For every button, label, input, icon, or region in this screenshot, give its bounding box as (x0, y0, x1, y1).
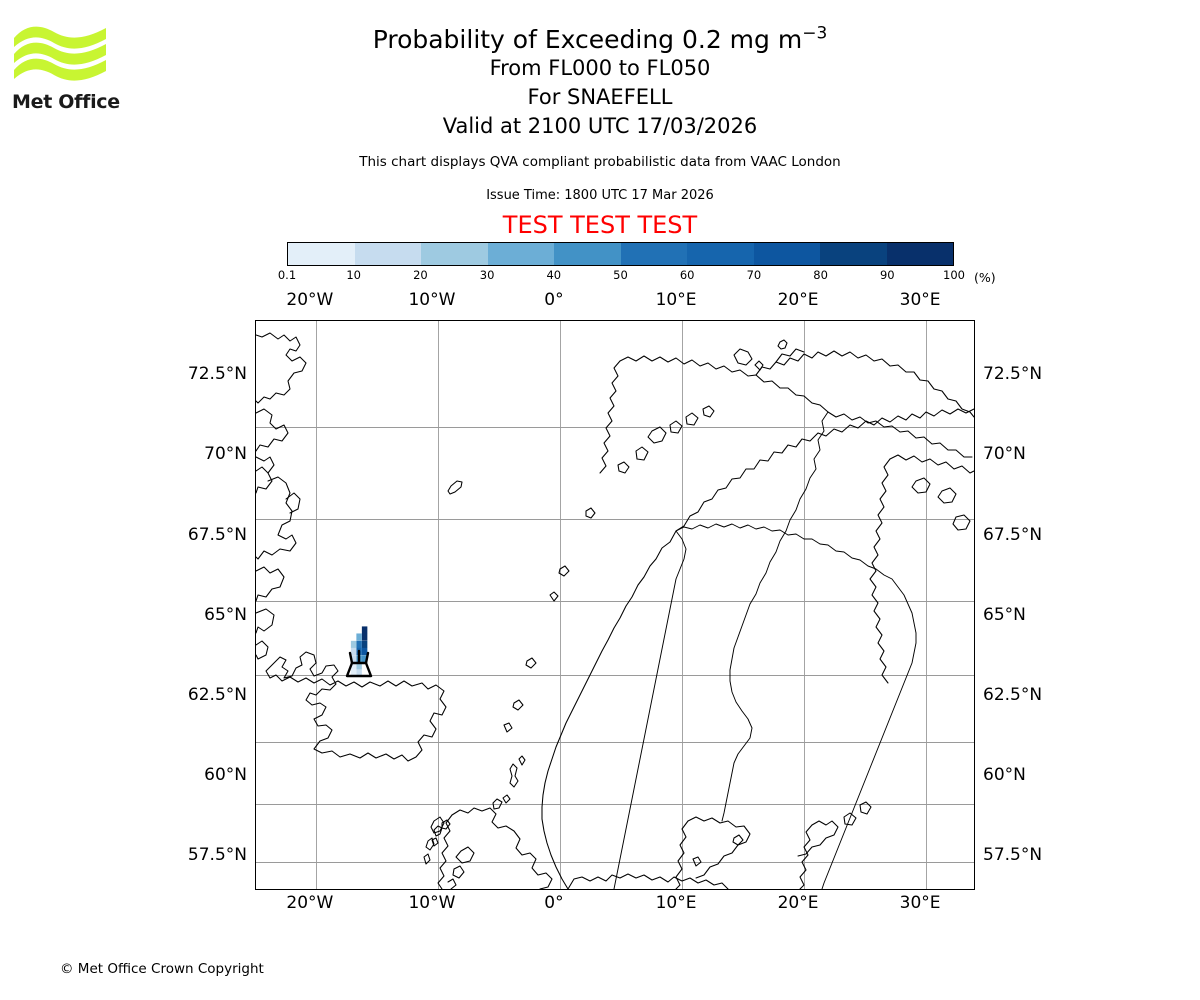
lat-tick-57.5°N: 57.5°N (983, 844, 1043, 865)
lat-tick-60°N: 60°N (204, 764, 247, 785)
lon-tick-10°W: 10°W (408, 893, 456, 913)
lat-tick-67.5°N: 67.5°N (983, 524, 1043, 545)
lon-tick-20°W: 20°W (286, 290, 334, 310)
map-gridlines (256, 321, 974, 889)
colorbar-tick-10: 10 (346, 268, 362, 282)
chart-note: This chart displays QVA compliant probab… (359, 154, 841, 170)
page-title-exponent: −3 (802, 23, 828, 44)
title-valid-time: Valid at 2100 UTC 17/03/2026 (442, 114, 758, 138)
colorbar-tick-labels: 0.1 10 20 30 40 50 60 70 80 90 100 (278, 268, 965, 284)
met-office-logo-text: Met Office (12, 91, 120, 113)
map-svg (256, 321, 974, 889)
probability-cell (356, 669, 362, 677)
coastline-orkney (492, 794, 511, 810)
colorbar-band-3 (421, 243, 488, 265)
colorbar-tick-40: 40 (546, 268, 562, 282)
lon-tick-20°W: 20°W (286, 893, 334, 913)
probability-cell (350, 647, 357, 656)
colorbar-tick-30: 30 (479, 268, 495, 282)
issue-time: Issue Time: 1800 UTC 17 Mar 2026 (486, 188, 714, 203)
colorbar-band-8 (753, 243, 820, 265)
colorbar-tick-20: 20 (413, 268, 428, 282)
colorbar-band-6 (620, 243, 687, 265)
title-flight-levels: From FL000 to FL050 (489, 56, 711, 80)
coastline-outer-hebrides (423, 816, 445, 865)
lon-tick-30°E: 30°E (899, 290, 941, 310)
colorbar-band-4 (487, 243, 554, 265)
colorbar-band-5 (554, 243, 621, 265)
probability-cell (356, 662, 362, 670)
copyright-text: © Met Office Crown Copyright (60, 961, 264, 977)
probability-cell (350, 640, 357, 649)
coastline-arctic-islet (777, 339, 788, 350)
lat-tick-70°N: 70°N (983, 444, 1026, 465)
probability-colorbar: 0.1 10 20 30 40 50 60 70 80 90 100 (278, 242, 965, 284)
lon-tick-20°E: 20°E (777, 893, 819, 913)
colorbar-band-2 (354, 243, 421, 265)
colorbar-units-label: (%) (974, 270, 996, 285)
probability-cell (361, 633, 368, 641)
title-volcano-name: For SNAEFELL (527, 85, 673, 109)
probability-cell (361, 626, 368, 634)
colorbar-tick-70: 70 (746, 268, 762, 282)
probability-cell (361, 647, 368, 656)
probability-cell (350, 669, 357, 677)
colorbar-band-1 (288, 243, 355, 265)
probability-cell (361, 655, 368, 663)
lon-tick-0°: 0° (544, 290, 564, 310)
volcano-icon (345, 649, 373, 678)
lon-tick-20°E: 20°E (777, 290, 819, 310)
met-office-logo: Met Office (12, 22, 132, 117)
lat-tick-65°N: 65°N (983, 604, 1026, 625)
page-title: Probability of Exceeding 0.2 mg m−3 (0, 23, 1200, 54)
map-plot-area (255, 320, 975, 890)
colorbar-tick-80: 80 (813, 268, 828, 282)
colorbar-band-9 (820, 243, 887, 265)
probability-cell (356, 640, 362, 649)
lon-tick-30°E: 30°E (899, 893, 941, 913)
lon-tick-10°W: 10°W (408, 290, 456, 310)
lat-tick-67.5°N: 67.5°N (187, 524, 247, 545)
probability-cell (356, 633, 362, 641)
lat-tick-60°N: 60°N (983, 764, 1026, 785)
lon-tick-0°: 0° (544, 893, 564, 913)
colorbar-tick-100: 100 (943, 268, 965, 282)
probability-cell (350, 662, 357, 670)
coastline-scandinavia (503, 348, 974, 889)
page-title-text: Probability of Exceeding 0.2 mg m (372, 25, 803, 54)
lat-tick-62.5°N: 62.5°N (187, 684, 247, 705)
lat-tick-72.5°N: 72.5°N (983, 364, 1043, 385)
coastline-jan-mayen (447, 480, 463, 495)
title-block: Probability of Exceeding 0.2 mg m−3 From… (0, 0, 1200, 239)
colorbar-tick-50: 50 (613, 268, 628, 282)
test-banner: TEST TEST TEST (502, 211, 698, 239)
lat-tick-65°N: 65°N (204, 604, 247, 625)
lon-tick-10°E: 10°E (655, 290, 697, 310)
lon-tick-10°E: 10°E (655, 893, 697, 913)
colorbar-band-10 (886, 243, 953, 265)
map-borders (613, 411, 917, 889)
probability-cell (361, 640, 368, 649)
lat-tick-57.5°N: 57.5°N (187, 844, 247, 865)
met-office-wave-mark (14, 26, 106, 81)
lat-tick-70°N: 70°N (204, 444, 247, 465)
colorbar-bands (287, 242, 954, 266)
colorbar-band-7 (687, 243, 754, 265)
coastline-shetland (509, 755, 526, 788)
probability-cell (350, 655, 357, 663)
lat-tick-62.5°N: 62.5°N (983, 684, 1043, 705)
coastline-greenland (256, 332, 307, 660)
colorbar-tick-60: 60 (679, 268, 695, 282)
coastline-iceland (265, 651, 447, 762)
lat-tick-72.5°N: 72.5°N (187, 364, 247, 385)
colorbar-tick-0.1: 0.1 (277, 268, 297, 282)
colorbar-tick-90: 90 (879, 268, 895, 282)
coastline-scotland (437, 807, 553, 889)
